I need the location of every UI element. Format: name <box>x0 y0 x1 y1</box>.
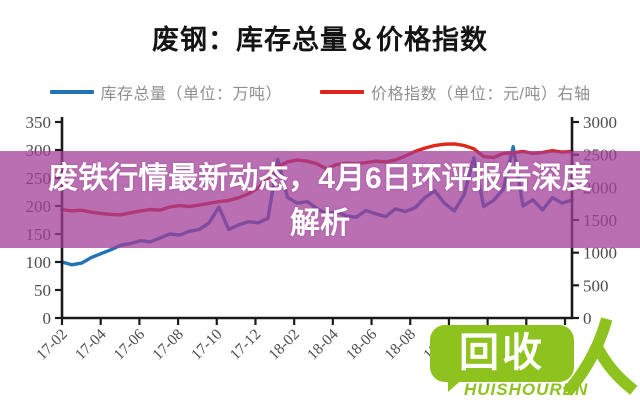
x-tick-label: 18-06 <box>343 326 381 364</box>
person-icon <box>562 317 638 397</box>
x-tick-label: 17-10 <box>188 326 226 364</box>
legend-item-inventory: 库存总量（单位：万吨） <box>49 80 283 104</box>
y-left-tick-label: 0 <box>43 309 52 328</box>
brand-text: HUISHOUREN <box>464 380 589 399</box>
y-right-tick-label: 1000 <box>583 244 617 263</box>
legend-label-price: 价格指数（单位：元/吨）右轴 <box>371 86 591 103</box>
price-line-swatch <box>320 90 365 94</box>
x-tick-label: 17-04 <box>72 326 110 364</box>
x-tick-label: 17-06 <box>111 326 149 364</box>
y-left-tick-label: 50 <box>34 281 51 300</box>
y-left-tick-label: 100 <box>26 253 52 272</box>
legend: 库存总量（单位：万吨） 价格指数（单位：元/吨）右轴 <box>0 80 640 104</box>
x-tick-label: 18-08 <box>381 326 419 364</box>
x-tick-label: 17-12 <box>227 326 265 364</box>
y-right-tick-label: 3000 <box>583 113 617 132</box>
y-left-tick-label: 350 <box>26 113 52 132</box>
y-right-tick-label: 0 <box>583 309 592 328</box>
chart-title: 废钢：库存总量＆价格指数 <box>152 25 488 55</box>
huishouren-watermark: 回收 HUISHOUREN <box>424 314 640 400</box>
x-tick-label: 18-02 <box>265 326 303 364</box>
headline-banner: 废铁行情最新动态，4月6日环评报告深度 解析 <box>0 151 640 248</box>
bubble-text: 回收 <box>459 330 545 375</box>
legend-item-price: 价格指数（单位：元/吨）右轴 <box>320 80 590 104</box>
y-right-tick-label: 500 <box>583 276 609 295</box>
legend-label-inventory: 库存总量（单位：万吨） <box>100 86 283 103</box>
x-tick-label: 18-04 <box>304 326 342 364</box>
inventory-line-swatch <box>49 90 94 94</box>
bubble-tail-icon <box>448 376 466 392</box>
x-tick-label: 17-02 <box>33 326 71 364</box>
headline-line2: 解析 <box>290 207 350 240</box>
headline-line1: 废铁行情最新动态，4月6日环评报告深度 <box>48 162 592 195</box>
x-tick-label: 17-08 <box>149 326 187 364</box>
recycle-bubble-icon: 回收 <box>430 325 574 382</box>
